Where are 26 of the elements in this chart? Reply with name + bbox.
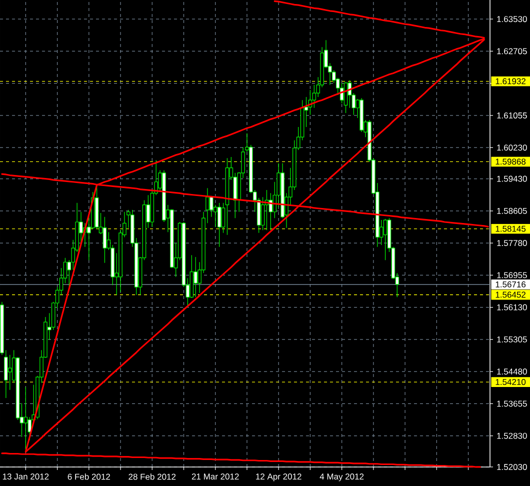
- y-tick-label: 1.60230: [497, 144, 527, 151]
- x-tick-label: 21 Mar 2012: [192, 474, 239, 480]
- y-tick-label: 1.61055: [497, 112, 527, 118]
- ref-line-label: 1.61932: [496, 78, 526, 84]
- y-tick-label: 1.63530: [497, 16, 527, 22]
- y-tick-label: 1.57780: [497, 240, 527, 246]
- y-tick-label: 1.59430: [497, 176, 527, 182]
- y-tick-label: 1.52830: [497, 432, 527, 439]
- x-tick-label: 4 May 2012: [320, 474, 364, 482]
- y-tick-label: 1.62705: [497, 48, 527, 54]
- y-tick-label: 1.56955: [497, 272, 527, 278]
- x-tick-label: 12 Apr 2012: [256, 474, 302, 482]
- ref-line-label: 1.59868: [496, 158, 526, 165]
- ref-line-label: 1.58145: [496, 226, 526, 232]
- y-tick-label: 1.58605: [497, 208, 527, 214]
- y-tick-label: 1.55305: [497, 336, 527, 342]
- y-tick-label: 1.56130: [497, 304, 527, 310]
- x-tick-label: 28 Feb 2012: [128, 474, 176, 480]
- x-tick-label: 13 Jan 2012: [2, 474, 49, 480]
- y-tick-label: 1.53655: [497, 400, 527, 407]
- ref-line-label: 1.56452: [496, 292, 526, 298]
- x-tick-label: 6 Feb 2012: [68, 474, 110, 480]
- ref-line-label: 1.54210: [496, 379, 526, 386]
- y-tick-label: 1.52030: [497, 464, 527, 470]
- y-tick-label: 1.54480: [497, 368, 527, 375]
- ref-line-label: 1.56716: [496, 281, 526, 288]
